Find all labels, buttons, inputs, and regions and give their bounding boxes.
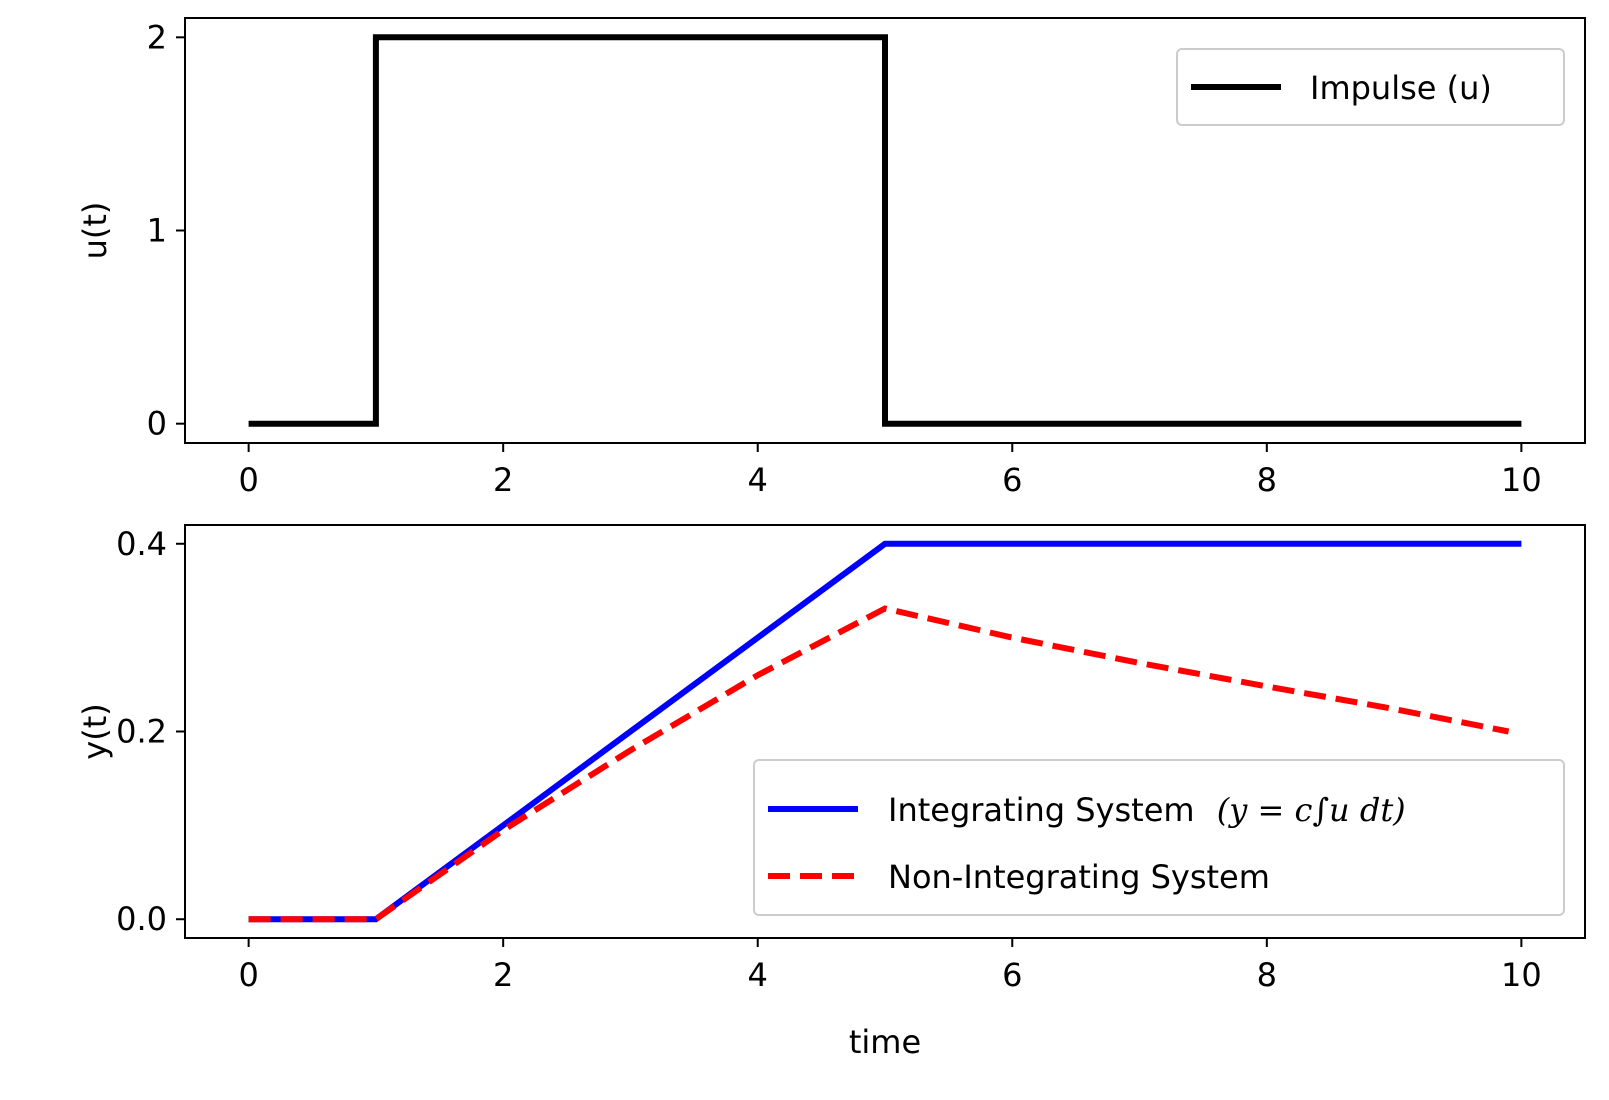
x-tick-label: 6 <box>1002 461 1022 499</box>
x-tick-label: 8 <box>1257 461 1277 499</box>
legend-label-non-integrating: Non-Integrating System <box>888 858 1270 896</box>
legend: Integrating System (y = c∫u dt) Non-Inte… <box>753 759 1565 916</box>
y-tick-label: 2 <box>147 18 167 56</box>
legend-label-integrating: Integrating System (y = c∫u dt) <box>888 791 1406 829</box>
x-tick-label: 8 <box>1257 956 1277 994</box>
legend-box <box>1176 48 1565 126</box>
y-tick-label: 0 <box>147 405 167 443</box>
series-line-1 <box>248 605 1510 923</box>
x-tick-label: 2 <box>493 956 513 994</box>
x-tick-label: 4 <box>748 956 768 994</box>
y-axis-label: u(t) <box>76 202 114 260</box>
x-axis-label: time <box>849 1023 921 1061</box>
x-tick-label: 6 <box>1002 956 1022 994</box>
input-signal-panel: 0 2 4 6 8 10 0 1 2 u(t) Impulse (u) <box>76 17 1586 499</box>
series-line-0 <box>248 34 1522 427</box>
y-tick-label: 0.4 <box>116 525 167 563</box>
x-tick-label: 10 <box>1501 956 1542 994</box>
y-axis-label: y(t) <box>76 703 114 759</box>
output-response-panel: 0 2 4 6 8 10 0.0 0.2 0.4 y(t) time Integrating … <box>76 524 1586 1061</box>
x-tick-label: 0 <box>238 461 258 499</box>
y-tick-label: 0.0 <box>116 900 167 938</box>
y-ticks: 0.0 0.2 0.4 <box>116 525 185 938</box>
x-tick-label: 0 <box>238 956 258 994</box>
legend-label-impulse: Impulse (u) <box>1310 69 1492 107</box>
series-line-0 <box>248 540 1522 923</box>
plot-lines <box>248 540 1522 923</box>
legend-label-integrating-name: Integrating System <box>888 791 1195 829</box>
legend-label-integrating-math: (y = c∫u dt) <box>1217 791 1406 829</box>
legend-box <box>753 759 1565 916</box>
x-tick-label: 4 <box>748 461 768 499</box>
y-tick-label: 1 <box>147 212 167 250</box>
x-tick-label: 2 <box>493 461 513 499</box>
plot-lines <box>248 34 1522 427</box>
x-ticks: 0 2 4 6 8 10 <box>238 443 1542 499</box>
y-ticks: 0 1 2 <box>147 18 185 443</box>
y-tick-label: 0.2 <box>116 713 167 751</box>
legend: Impulse (u) <box>1176 48 1565 126</box>
x-ticks: 0 2 4 6 8 10 <box>238 938 1542 994</box>
x-tick-label: 10 <box>1501 461 1542 499</box>
